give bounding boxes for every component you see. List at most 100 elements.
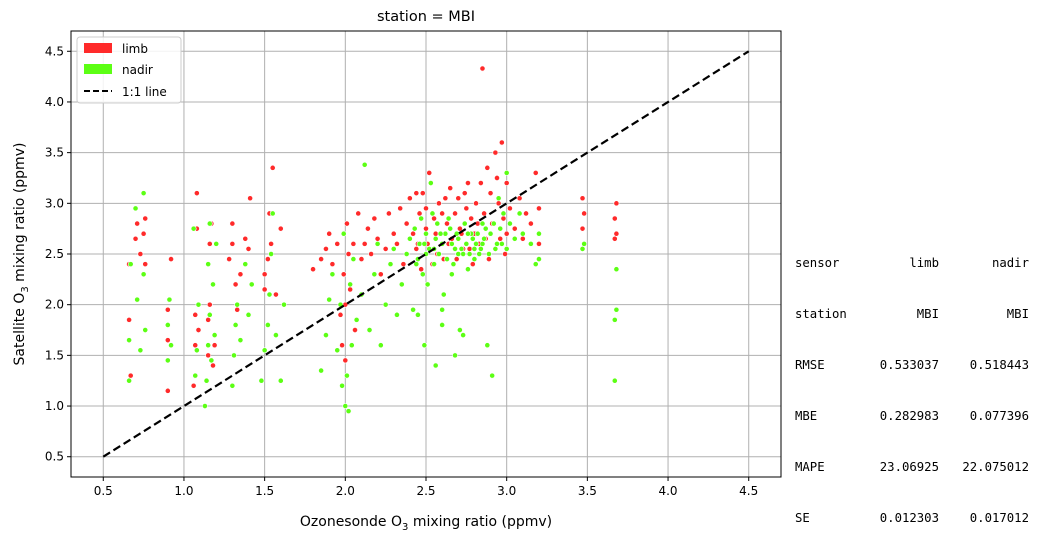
data-point-nadir — [421, 342, 428, 349]
data-point-limb — [613, 200, 620, 207]
data-point-nadir — [350, 256, 357, 262]
data-point-limb — [410, 230, 416, 237]
data-point-nadir — [190, 225, 197, 232]
data-point-nadir — [137, 347, 144, 354]
data-point-limb — [268, 240, 274, 247]
data-point-nadir — [460, 251, 467, 257]
data-point-nadir — [237, 337, 244, 344]
data-point-limb — [498, 139, 505, 146]
data-point-limb — [339, 342, 345, 349]
data-point-nadir — [245, 311, 252, 318]
data-point-limb — [536, 240, 542, 247]
stats-cell: 0.017012 — [969, 511, 1029, 525]
data-point-nadir — [455, 251, 462, 257]
data-point-nadir — [132, 205, 139, 212]
data-point-limb — [456, 225, 463, 232]
data-point-nadir — [406, 235, 413, 242]
data-point-nadir — [413, 261, 420, 268]
data-point-nadir — [353, 316, 360, 323]
data-point-limb — [334, 240, 341, 247]
data-point-nadir — [126, 337, 132, 344]
data-point-limb — [442, 195, 449, 202]
data-point-nadir — [334, 347, 341, 354]
data-point-limb — [394, 240, 400, 247]
stats-cell: MAPE — [795, 460, 825, 474]
x-tick-label: 2.5 — [416, 484, 435, 498]
data-point-limb — [210, 362, 216, 369]
data-point-limb — [477, 180, 484, 186]
data-point-limb — [465, 180, 471, 186]
data-point-limb — [193, 190, 200, 197]
data-point-nadir — [482, 225, 489, 232]
y-tick-label: 4.5 — [45, 44, 64, 58]
data-point-limb — [390, 230, 397, 237]
data-point-nadir — [463, 240, 470, 247]
data-point-nadir — [440, 291, 447, 298]
data-point-nadir — [445, 215, 452, 222]
data-point-limb — [229, 240, 236, 247]
stats-cell: 22.075012 — [962, 460, 1029, 474]
data-point-nadir — [232, 322, 239, 328]
y-tick-label: 0.5 — [45, 450, 64, 464]
data-point-limb — [453, 256, 460, 262]
data-point-nadir — [168, 342, 174, 349]
data-point-nadir — [489, 372, 496, 379]
stats-cell: 0.518443 — [969, 358, 1029, 372]
x-tick-label: 3.0 — [497, 484, 516, 498]
data-point-nadir — [344, 372, 350, 379]
data-point-nadir — [516, 210, 523, 217]
data-point-limb — [206, 301, 213, 308]
data-point-nadir — [268, 251, 274, 257]
data-point-nadir — [134, 296, 141, 303]
data-point-nadir — [495, 195, 502, 202]
data-point-nadir — [471, 256, 478, 262]
series-nadir — [126, 161, 620, 415]
x-tick-label: 4.5 — [739, 484, 758, 498]
data-point-limb — [527, 220, 534, 227]
data-point-nadir — [487, 230, 494, 237]
y-tick-label: 1.5 — [45, 348, 64, 362]
data-point-limb — [229, 220, 236, 227]
data-point-nadir — [473, 240, 479, 247]
data-point-limb — [192, 342, 199, 349]
data-point-limb — [245, 246, 252, 252]
data-point-nadir — [234, 301, 241, 308]
data-point-nadir — [466, 251, 473, 257]
data-point-nadir — [500, 210, 507, 217]
data-point-nadir — [448, 271, 455, 278]
data-point-nadir — [476, 251, 483, 257]
data-point-limb — [413, 246, 420, 252]
stats-cell: station — [795, 307, 847, 321]
data-point-nadir — [455, 235, 462, 242]
data-point-nadir — [339, 382, 345, 389]
data-point-limb — [452, 210, 458, 217]
data-point-limb — [461, 190, 468, 197]
stats-cell: 0.282983 — [879, 409, 939, 423]
data-point-nadir — [142, 327, 149, 333]
data-point-limb — [403, 220, 410, 227]
data-point-nadir — [347, 281, 354, 288]
data-point-nadir — [261, 347, 268, 354]
data-point-limb — [142, 261, 149, 268]
stats-row: SE 0.012303 0.017012 — [795, 510, 1029, 527]
y-tick-label: 3.0 — [45, 196, 64, 210]
data-point-limb — [579, 225, 586, 232]
data-point-limb — [355, 210, 362, 217]
data-point-nadir — [205, 342, 212, 349]
data-point-limb — [463, 205, 470, 212]
stats-cell: SE — [795, 511, 810, 525]
data-point-nadir — [484, 342, 491, 349]
data-point-nadir — [192, 372, 199, 379]
stats-cell: MBI — [1006, 307, 1029, 321]
data-point-limb — [385, 210, 392, 217]
data-point-nadir — [210, 281, 216, 288]
data-point-limb — [247, 195, 254, 202]
data-point-limb — [195, 327, 202, 333]
data-point-nadir — [421, 240, 428, 247]
data-point-nadir — [434, 220, 441, 227]
data-point-nadir — [503, 170, 510, 176]
legend-swatch-limb — [84, 43, 112, 53]
y-tick-label: 3.5 — [45, 146, 64, 160]
data-point-limb — [516, 195, 523, 202]
